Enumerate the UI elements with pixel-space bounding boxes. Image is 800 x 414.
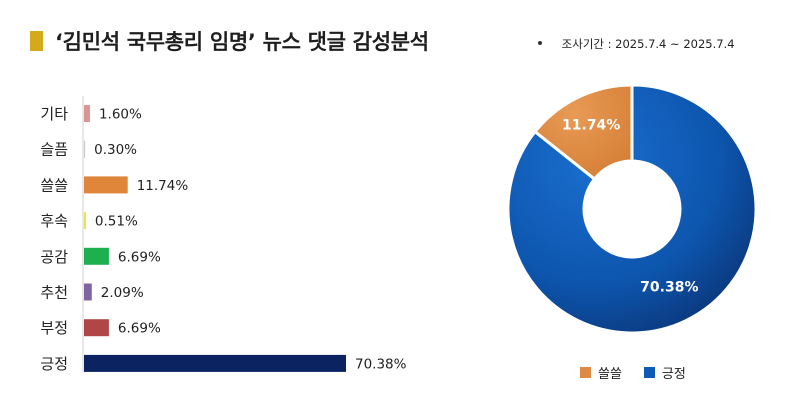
category-label: 기타 bbox=[40, 105, 68, 123]
bar-row-6: 부정 6.69% bbox=[40, 319, 161, 337]
value-label: 11.74% bbox=[137, 178, 189, 194]
bar bbox=[84, 140, 86, 158]
donut-legend: 쓸쓸 긍정 bbox=[580, 363, 708, 382]
legend-item: 쓸쓸 bbox=[580, 363, 622, 382]
value-label: 1.60% bbox=[99, 107, 142, 123]
value-label: 70.38% bbox=[355, 356, 407, 372]
survey-period-text: 조사기간 : 2025.7.4 ~ 2025.7.4 bbox=[561, 37, 735, 51]
survey-period: 조사기간 : 2025.7.4 ~ 2025.7.4 bbox=[538, 36, 735, 52]
value-label: 0.30% bbox=[94, 142, 137, 158]
category-label: 후속 bbox=[40, 212, 68, 230]
slice-label: 70.38% bbox=[640, 279, 698, 295]
category-label: 긍정 bbox=[40, 355, 68, 373]
legend-label: 쓸쓸 bbox=[598, 367, 622, 382]
bar-row-0: 기타 1.60% bbox=[40, 105, 142, 123]
value-label: 6.69% bbox=[118, 249, 161, 265]
bar bbox=[84, 212, 86, 230]
bar-row-3: 후속 0.51% bbox=[40, 212, 138, 230]
bullet-icon bbox=[538, 40, 542, 45]
category-label: 쓸쓸 bbox=[40, 176, 68, 194]
category-label: 추천 bbox=[40, 284, 68, 302]
bar-row-5: 추천 2.09% bbox=[40, 283, 144, 302]
legend-swatch bbox=[580, 367, 591, 378]
legend-item: 긍정 bbox=[643, 363, 686, 382]
category-label: 공감 bbox=[40, 248, 68, 266]
bar-chart: 기타 1.60% 슬픔 0.30% 쓸쓸 11.74% 후속 0.51% 공감 6.69% 추천 2.… bbox=[40, 96, 407, 373]
title-marker-icon bbox=[30, 31, 43, 51]
bar-row-4: 공감 6.69% bbox=[40, 248, 161, 266]
slice-label: 11.74% bbox=[562, 117, 620, 133]
value-label: 2.09% bbox=[101, 285, 144, 301]
bar-row-1: 슬픔 0.30% bbox=[40, 140, 137, 159]
value-label: 0.51% bbox=[95, 214, 138, 230]
legend-swatch bbox=[643, 367, 655, 378]
bar bbox=[84, 283, 92, 301]
bar bbox=[84, 105, 90, 122]
bar-row-7: 긍정 70.38% bbox=[40, 354, 407, 373]
bar bbox=[84, 247, 109, 265]
legend-label: 긍정 bbox=[661, 367, 686, 382]
category-label: 슬픔 bbox=[40, 141, 68, 159]
donut-slice-1 bbox=[506, 83, 758, 335]
chart-title: ‘김민석 국무총리 임명’ 뉴스 댓글 감성분석 bbox=[30, 26, 429, 56]
donut-slice-0 bbox=[532, 83, 634, 182]
bar-row-2: 쓸쓸 11.74% bbox=[40, 176, 188, 194]
category-label: 부정 bbox=[40, 319, 68, 337]
bar bbox=[84, 319, 109, 337]
title-text: ‘김민석 국무총리 임명’ 뉴스 댓글 감성분석 bbox=[55, 30, 429, 54]
value-label: 6.69% bbox=[118, 321, 161, 337]
bar bbox=[84, 354, 346, 372]
bar bbox=[84, 176, 128, 194]
